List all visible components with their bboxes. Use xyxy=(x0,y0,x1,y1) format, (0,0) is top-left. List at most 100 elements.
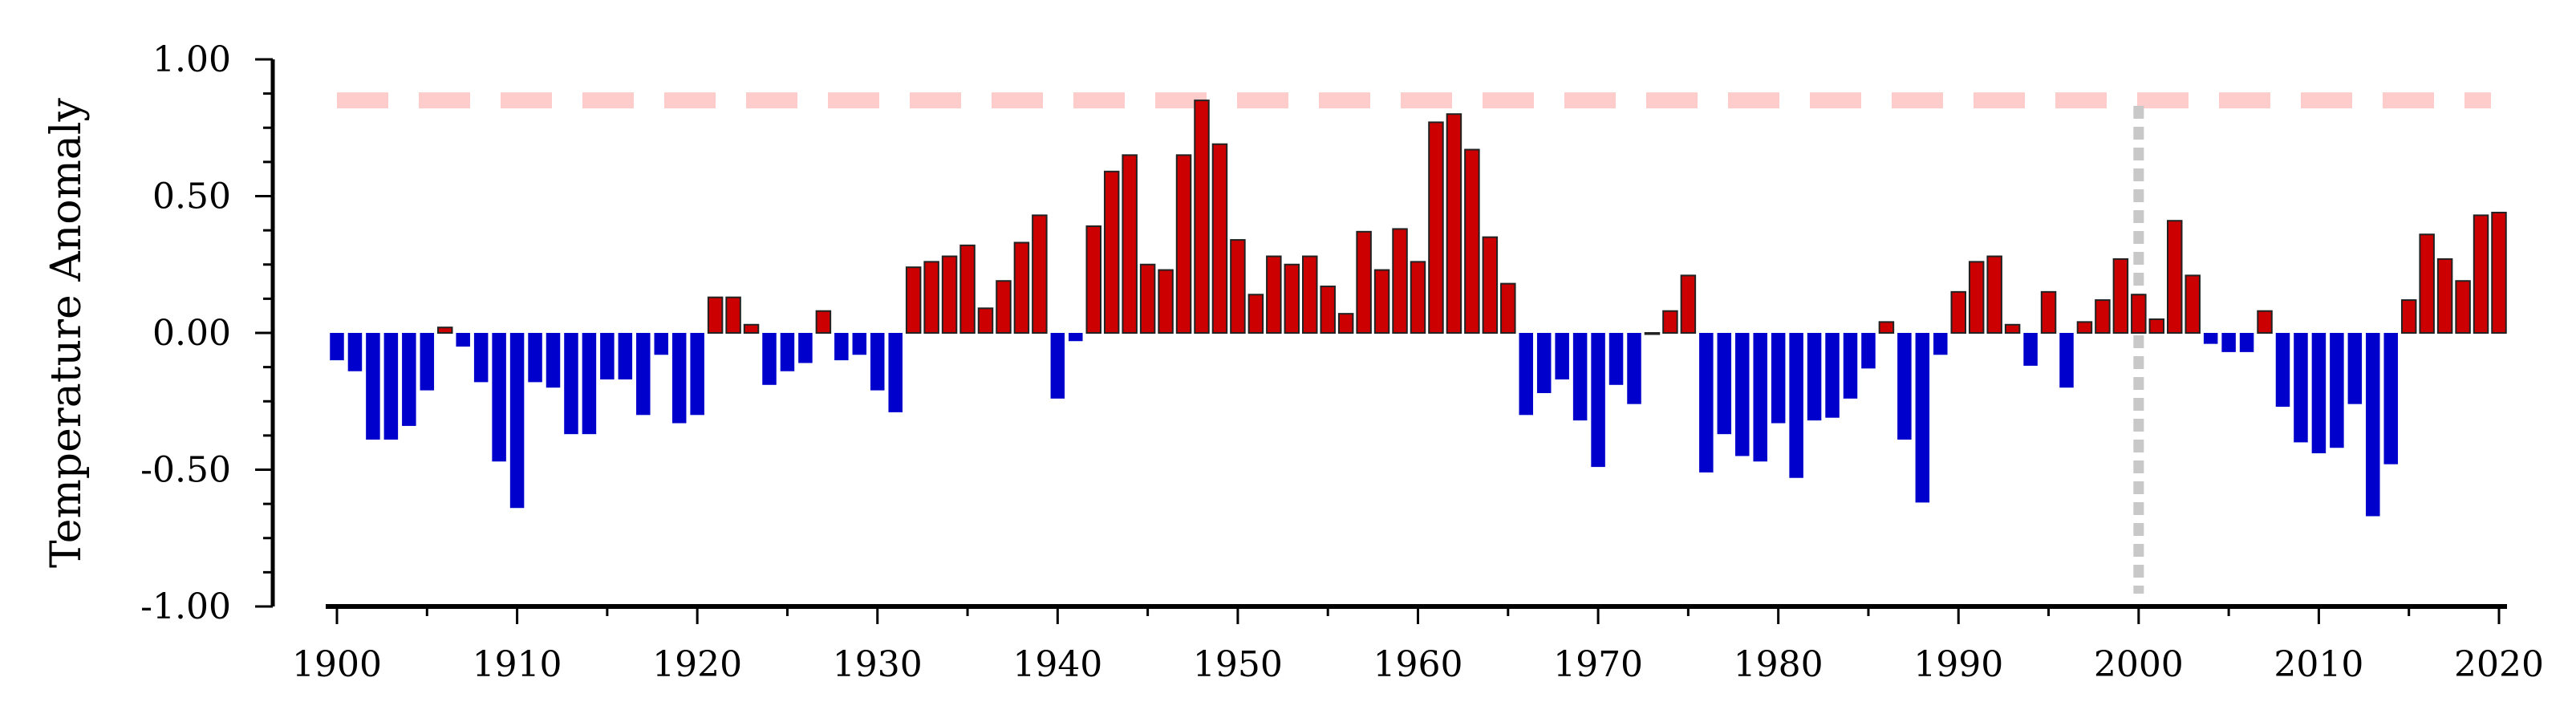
bar-2004 xyxy=(2203,333,2218,344)
bar-1919 xyxy=(671,333,687,424)
bar-1973 xyxy=(1644,332,1661,335)
bar-1982 xyxy=(1807,333,1822,421)
bar-1922 xyxy=(725,296,741,335)
bar-1971 xyxy=(1608,333,1624,385)
x-tick-label: 2020 xyxy=(2454,644,2544,685)
bar-1966 xyxy=(1519,333,1533,416)
bar-1975 xyxy=(1680,274,1697,335)
x-tick-label: 1900 xyxy=(292,644,382,685)
bar-1950 xyxy=(1230,239,1246,334)
bar-1993 xyxy=(2004,323,2021,334)
bar-1912 xyxy=(546,333,561,388)
bar-1979 xyxy=(1753,333,1767,462)
bar-1905 xyxy=(420,333,435,391)
bar-1969 xyxy=(1572,333,1588,421)
x-tick-label: 1910 xyxy=(473,644,562,685)
bar-2019 xyxy=(2473,214,2489,334)
bar-1972 xyxy=(1627,333,1641,404)
bar-1937 xyxy=(996,280,1012,334)
bar-1995 xyxy=(2040,290,2057,335)
bar-1987 xyxy=(1897,333,1912,440)
bar-1980 xyxy=(1771,333,1786,424)
bar-1921 xyxy=(707,296,724,335)
bar-2003 xyxy=(2185,274,2201,335)
bar-1913 xyxy=(564,333,578,435)
bar-2000 xyxy=(2131,294,2147,335)
bar-1990 xyxy=(1950,290,1966,335)
axes xyxy=(255,58,2507,624)
bar-1933 xyxy=(923,261,939,334)
bar-1992 xyxy=(1986,255,2002,334)
bar-1998 xyxy=(2095,299,2111,334)
bar-1936 xyxy=(977,307,994,334)
y-tick-label: 0.50 xyxy=(152,176,231,217)
bar-2007 xyxy=(2257,310,2273,335)
bar-1978 xyxy=(1735,333,1750,456)
bar-1934 xyxy=(941,255,958,334)
bar-1974 xyxy=(1662,310,1678,335)
bar-2012 xyxy=(2347,333,2363,404)
bar-1977 xyxy=(1717,333,1732,435)
x-tick-label: 1920 xyxy=(652,644,742,685)
bar-1948 xyxy=(1194,99,1210,335)
y-tick-label: 1.00 xyxy=(152,39,231,80)
bar-1903 xyxy=(383,333,399,440)
bar-1910 xyxy=(509,333,525,509)
bar-1927 xyxy=(815,310,832,335)
bar-1970 xyxy=(1591,333,1605,468)
bar-1929 xyxy=(852,333,867,355)
bar-2016 xyxy=(2419,233,2435,334)
y-axis-title: Temperature Anomaly xyxy=(43,97,91,567)
bar-1954 xyxy=(1302,255,1318,334)
bar-2014 xyxy=(2383,333,2398,464)
bar-1988 xyxy=(1915,333,1930,503)
bar-1994 xyxy=(2023,333,2038,366)
bar-1924 xyxy=(762,333,777,385)
bar-1997 xyxy=(2076,321,2093,334)
y-tick-label: -0.50 xyxy=(140,450,231,491)
bars xyxy=(330,99,2507,517)
bar-1941 xyxy=(1069,333,1083,342)
bar-1986 xyxy=(1878,321,1895,334)
bar-1918 xyxy=(654,333,668,355)
bar-1930 xyxy=(870,333,885,391)
bar-1956 xyxy=(1337,313,1354,335)
bar-1959 xyxy=(1392,228,1408,335)
bar-2015 xyxy=(2400,299,2417,334)
x-tick-label: 1930 xyxy=(833,644,923,685)
bar-1925 xyxy=(780,333,795,371)
bar-1947 xyxy=(1175,154,1192,334)
x-tick-label: 1980 xyxy=(1734,644,1823,685)
bar-1989 xyxy=(1933,333,1948,355)
bar-1960 xyxy=(1410,261,1426,334)
bar-1942 xyxy=(1085,225,1101,335)
bar-1985 xyxy=(1861,333,1876,369)
bar-2011 xyxy=(2330,333,2344,448)
bar-1938 xyxy=(1013,241,1030,334)
bar-1923 xyxy=(743,323,760,334)
bar-1945 xyxy=(1139,263,1156,334)
bar-1991 xyxy=(1968,261,1985,334)
bar-2008 xyxy=(2275,333,2290,408)
bar-2009 xyxy=(2294,333,2308,443)
bar-1915 xyxy=(600,333,615,379)
x-tick-label: 1990 xyxy=(1913,644,2003,685)
bar-1964 xyxy=(1482,236,1499,334)
bar-1940 xyxy=(1050,333,1065,399)
bar-1999 xyxy=(2112,258,2129,334)
bar-1928 xyxy=(834,333,849,361)
bar-2010 xyxy=(2311,333,2327,454)
bar-1916 xyxy=(618,333,633,379)
bar-1914 xyxy=(582,333,597,435)
bar-2020 xyxy=(2491,211,2507,334)
bar-1976 xyxy=(1699,333,1714,473)
bar-1908 xyxy=(473,333,489,383)
bar-1958 xyxy=(1373,269,1390,335)
x-tick-label: 1950 xyxy=(1193,644,1283,685)
bar-1906 xyxy=(437,326,453,334)
bar-2001 xyxy=(2148,318,2165,335)
bar-1968 xyxy=(1555,333,1569,379)
bar-1957 xyxy=(1356,230,1372,334)
